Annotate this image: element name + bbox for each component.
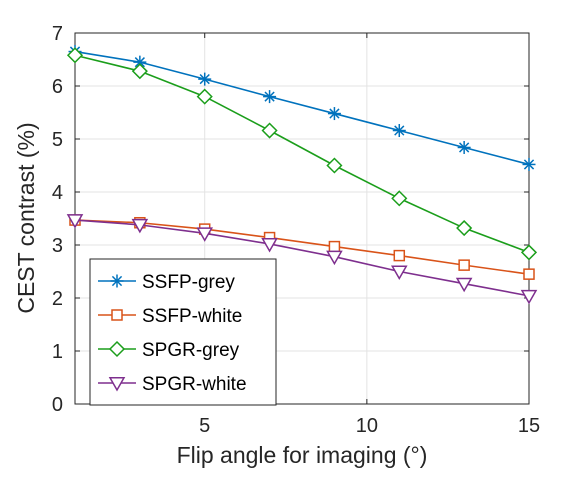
data-point-spgr-white [131,218,149,234]
data-point-spgr-white [455,277,473,293]
y-tick-label: 0 [52,394,63,416]
data-point-ssfp-grey [198,72,212,86]
data-point-spgr-white [66,214,84,229]
data-point-spgr-grey [131,63,148,80]
y-tick-label: 7 [52,23,63,45]
legend-item-ssfp-grey: SSFP-grey [98,272,235,293]
legend-item-ssfp-white: SSFP-white [98,306,242,327]
legend-label-ssfp-grey: SSFP-grey [142,272,235,293]
x-tick-label: 5 [199,415,210,437]
legend-label-spgr-grey: SPGR-grey [142,340,240,361]
data-point-ssfp-white [458,259,470,271]
x-axis-label: Flip angle for imaging (°) [177,442,428,468]
data-point-spgr-grey [520,244,538,261]
y-tick-label: 5 [52,129,63,151]
y-tick-label: 2 [52,288,63,310]
y-tick-label: 1 [52,341,63,363]
data-point-ssfp-white [328,240,341,253]
x-tick-label: 15 [518,415,540,437]
series-ssfp-grey [68,45,536,171]
y-axis-label: CEST contrast (%) [13,122,39,313]
data-point-spgr-white [390,265,408,281]
legend-label-ssfp-white: SSFP-white [142,306,242,327]
series-line-ssfp-white [74,219,530,275]
data-point-spgr-grey [326,157,343,174]
x-tick-label: 10 [356,415,378,437]
data-point-spgr-white [326,250,343,266]
data-point-ssfp-grey [522,157,536,171]
y-tick-label: 4 [52,182,63,204]
legend: SSFP-grey SSFP-white SPGR-grey SPGR-white [89,258,277,406]
data-point-spgr-grey [66,47,84,64]
data-point-spgr-grey [391,190,408,207]
data-point-ssfp-grey [263,90,277,104]
legend-label-spgr-white: SPGR-white [142,374,247,395]
y-tick-label: 3 [52,235,63,257]
data-point-spgr-white [196,227,214,242]
series-line-ssfp-grey [74,50,530,166]
data-point-spgr-grey [196,88,213,105]
data-point-spgr-white [261,237,278,253]
data-point-ssfp-grey [327,107,341,121]
data-point-spgr-grey [261,122,278,139]
legend-marker-spgr-grey [108,340,126,358]
series-line-spgr-white [74,219,530,297]
series-spgr-white [66,214,538,305]
data-point-ssfp-grey [392,124,406,138]
legend-item-spgr-grey: SPGR-grey [98,340,240,361]
legend-marker-ssfp-grey [110,274,124,288]
data-point-ssfp-grey [457,140,471,154]
series-line-spgr-grey [74,54,530,254]
data-point-spgr-grey [456,219,473,237]
data-point-ssfp-white [523,268,535,280]
legend-marker-spgr-white [108,377,126,392]
y-tick-label: 6 [52,76,63,98]
legend-item-spgr-white: SPGR-white [98,374,247,395]
series-spgr-grey [66,47,538,261]
legend-marker-ssfp-white [111,309,123,321]
data-point-ssfp-white [393,249,406,262]
data-point-spgr-white [520,289,538,305]
